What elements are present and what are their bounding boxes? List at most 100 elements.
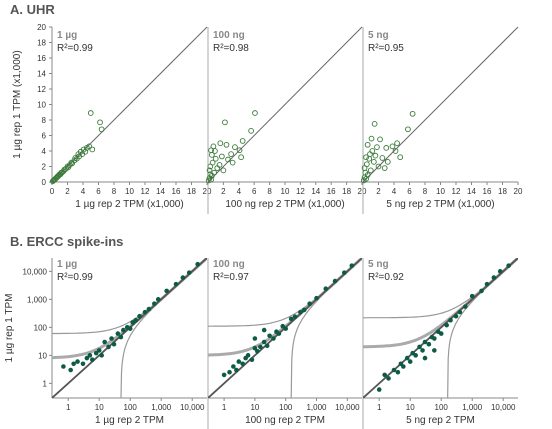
data-point	[386, 376, 391, 381]
amount-label: 5 ng	[368, 30, 389, 41]
plot-area	[52, 258, 207, 398]
identity-line	[363, 258, 518, 398]
data-point	[426, 341, 432, 347]
x-tick-label: 2	[221, 187, 226, 196]
data-point	[301, 307, 307, 313]
data-point	[264, 343, 270, 349]
data-point	[68, 367, 73, 373]
x-tick-label: 20	[203, 187, 212, 196]
x-tick-label: 16	[172, 187, 181, 196]
data-point	[314, 295, 319, 301]
x-tick-label: 8	[112, 187, 117, 196]
r2-label: R²=0.92	[368, 272, 404, 283]
data-point	[448, 317, 453, 323]
data-point	[457, 309, 463, 315]
data-point	[252, 110, 258, 116]
data-point	[152, 301, 157, 306]
data-point	[96, 348, 102, 353]
data-point	[217, 140, 224, 147]
y-axis-label: 1 µg rep 1 TPM (x1,000)	[12, 50, 23, 158]
data-point	[261, 339, 267, 345]
data-point	[444, 322, 449, 328]
data-point	[432, 336, 437, 341]
lower-bound-curve	[120, 258, 207, 398]
data-point	[453, 313, 459, 319]
data-point	[90, 357, 95, 362]
data-point	[271, 336, 276, 341]
data-point	[223, 141, 230, 148]
data-point	[146, 306, 152, 312]
r2-label: R²=0.99	[57, 43, 93, 54]
data-point	[371, 121, 378, 127]
data-point	[180, 275, 186, 280]
amount-label: 100 ng	[213, 30, 245, 41]
x-axis-label: 5 ng rep 2 TPM	[406, 415, 475, 426]
data-point	[364, 141, 371, 148]
data-point	[506, 263, 511, 268]
data-point	[479, 288, 484, 294]
x-tick-label: 12	[452, 187, 461, 196]
data-point	[376, 387, 382, 392]
data-point	[80, 361, 86, 367]
data-point	[210, 143, 217, 150]
x-tick-label: 1,000	[462, 403, 483, 412]
data-point	[208, 176, 214, 183]
data-point	[288, 316, 294, 322]
data-point	[381, 165, 388, 171]
y-tick-label: 2	[42, 163, 47, 172]
data-point	[367, 151, 373, 157]
data-point	[491, 275, 497, 280]
data-point	[61, 364, 66, 369]
data-point	[225, 156, 231, 163]
data-point	[195, 261, 200, 267]
data-point	[382, 372, 387, 378]
data-point	[249, 357, 255, 362]
identity-line	[207, 26, 363, 183]
amount-label: 5 ng	[368, 259, 389, 270]
data-point	[206, 167, 213, 174]
data-point	[240, 361, 245, 367]
data-point	[222, 119, 228, 126]
data-point	[106, 344, 111, 350]
data-point	[98, 126, 105, 133]
x-tick-label: 10,000	[180, 403, 205, 412]
data-point	[484, 281, 490, 287]
data-point	[307, 301, 312, 306]
y-tick-label: 18	[37, 39, 46, 48]
data-point	[239, 138, 246, 144]
x-tick-label: 18	[342, 187, 351, 196]
data-point	[75, 359, 80, 364]
data-point	[438, 331, 444, 336]
data-point	[84, 355, 90, 361]
data-point	[332, 278, 338, 284]
data-point	[417, 344, 422, 350]
ercc-panel-1: 1 10 100 1,000 10,000 100 ng rep 2 TPM 100 ng R…	[207, 258, 362, 429]
x-tick-label: 20	[358, 187, 367, 196]
x-axis-label: 100 ng rep 2 TPM	[245, 415, 325, 426]
data-point	[142, 309, 148, 315]
data-point	[209, 159, 216, 166]
data-point	[236, 147, 243, 154]
x-tick-label: 0	[50, 187, 55, 196]
data-point	[497, 269, 503, 274]
data-point	[397, 154, 404, 161]
data-point	[232, 144, 238, 150]
x-tick-label: 2	[376, 187, 381, 196]
data-point	[392, 148, 399, 154]
x-tick-label: 6	[96, 187, 101, 196]
x-tick-label: 1	[222, 403, 227, 412]
ercc-panel-0: 1 10 100 1,000 10,000 1 10 100 1,000 10,000 1 µg r…	[4, 258, 207, 426]
x-tick-label: 10	[95, 403, 104, 412]
x-axis-label: 1 µg rep 2 TPM	[95, 415, 164, 426]
x-axis-label: 1 µg rep 2 TPM (x1,000)	[75, 199, 183, 210]
x-tick-label: 16	[483, 187, 492, 196]
data-point	[97, 119, 103, 126]
data-point	[212, 155, 219, 162]
data-point	[219, 153, 225, 160]
data-point	[155, 297, 161, 302]
data-point	[234, 367, 239, 373]
data-point	[283, 326, 289, 331]
data-point	[375, 163, 382, 170]
data-point	[372, 152, 379, 159]
